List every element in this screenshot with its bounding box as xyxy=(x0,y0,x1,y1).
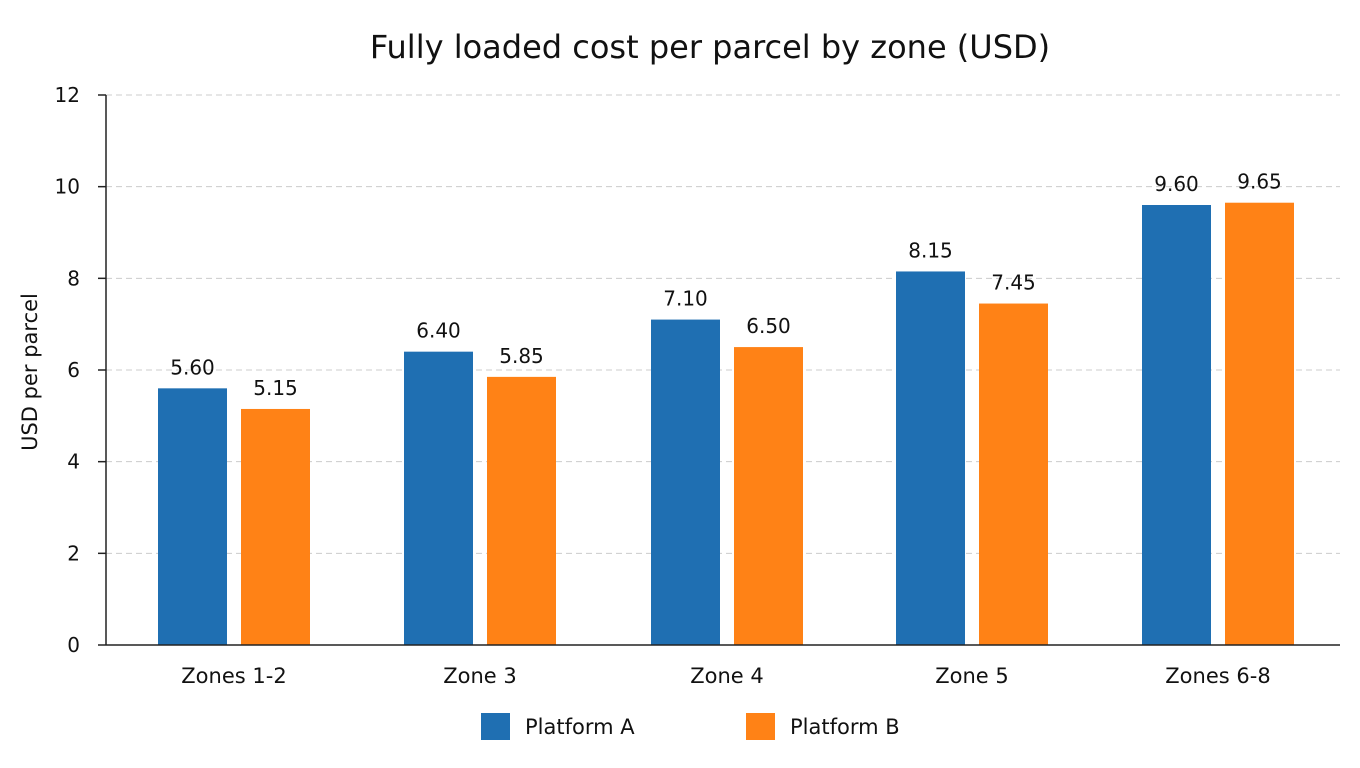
bar-platform-a-3 xyxy=(651,319,720,645)
bar-platform-b-3 xyxy=(734,347,803,645)
bar-platform-b-4 xyxy=(979,303,1048,645)
y-tick-label: 4 xyxy=(67,450,80,474)
legend: Platform A Platform B xyxy=(481,713,900,740)
bar-platform-a-5 xyxy=(1142,205,1211,645)
value-label: 6.50 xyxy=(746,314,791,338)
value-labels: 5.60 6.40 7.10 8.15 9.60 5.15 5.85 6.50 7.45 9.65 xyxy=(170,170,1282,400)
y-tick-label: 0 xyxy=(67,633,80,657)
y-tick-label: 6 xyxy=(67,358,80,382)
x-tick-label: Zones 6-8 xyxy=(1165,664,1270,688)
bar-platform-a-2 xyxy=(404,351,473,645)
y-axis-label: USD per parcel xyxy=(18,293,42,451)
y-tick-label: 2 xyxy=(67,541,80,565)
legend-label: Platform B xyxy=(790,715,900,739)
x-tick-labels: Zones 1-2 Zone 3 Zone 4 Zone 5 Zones 6-8 xyxy=(181,664,1270,688)
value-label: 8.15 xyxy=(908,238,953,262)
value-label: 9.60 xyxy=(1154,172,1199,196)
value-label: 5.60 xyxy=(170,355,215,379)
x-tick-label: Zone 5 xyxy=(935,664,1009,688)
y-tick-label: 8 xyxy=(67,266,80,290)
value-label: 7.10 xyxy=(663,287,708,311)
chart-title: Fully loaded cost per parcel by zone (US… xyxy=(370,28,1050,66)
value-label: 5.15 xyxy=(253,376,298,400)
value-label: 9.65 xyxy=(1237,170,1282,194)
value-label: 5.85 xyxy=(499,344,544,368)
legend-swatch xyxy=(481,713,510,740)
bar-platform-a-4 xyxy=(896,271,965,645)
legend-label: Platform A xyxy=(525,715,635,739)
bar-platform-b-5 xyxy=(1225,202,1294,646)
bars xyxy=(158,202,1294,646)
x-tick-label: Zone 3 xyxy=(443,664,517,688)
bar-platform-b-2 xyxy=(487,376,556,645)
x-tick-label: Zones 1-2 xyxy=(181,664,286,688)
y-ticks: 0 2 4 6 8 10 12 xyxy=(55,83,106,657)
legend-swatch xyxy=(746,713,775,740)
grid xyxy=(106,94,1340,554)
bar-platform-a-1 xyxy=(158,388,227,645)
y-tick-label: 10 xyxy=(55,175,80,199)
bar-platform-b-1 xyxy=(241,408,310,645)
value-label: 6.40 xyxy=(416,319,461,343)
y-tick-label: 12 xyxy=(55,83,80,107)
value-label: 7.45 xyxy=(991,271,1036,295)
x-tick-label: Zone 4 xyxy=(690,664,764,688)
